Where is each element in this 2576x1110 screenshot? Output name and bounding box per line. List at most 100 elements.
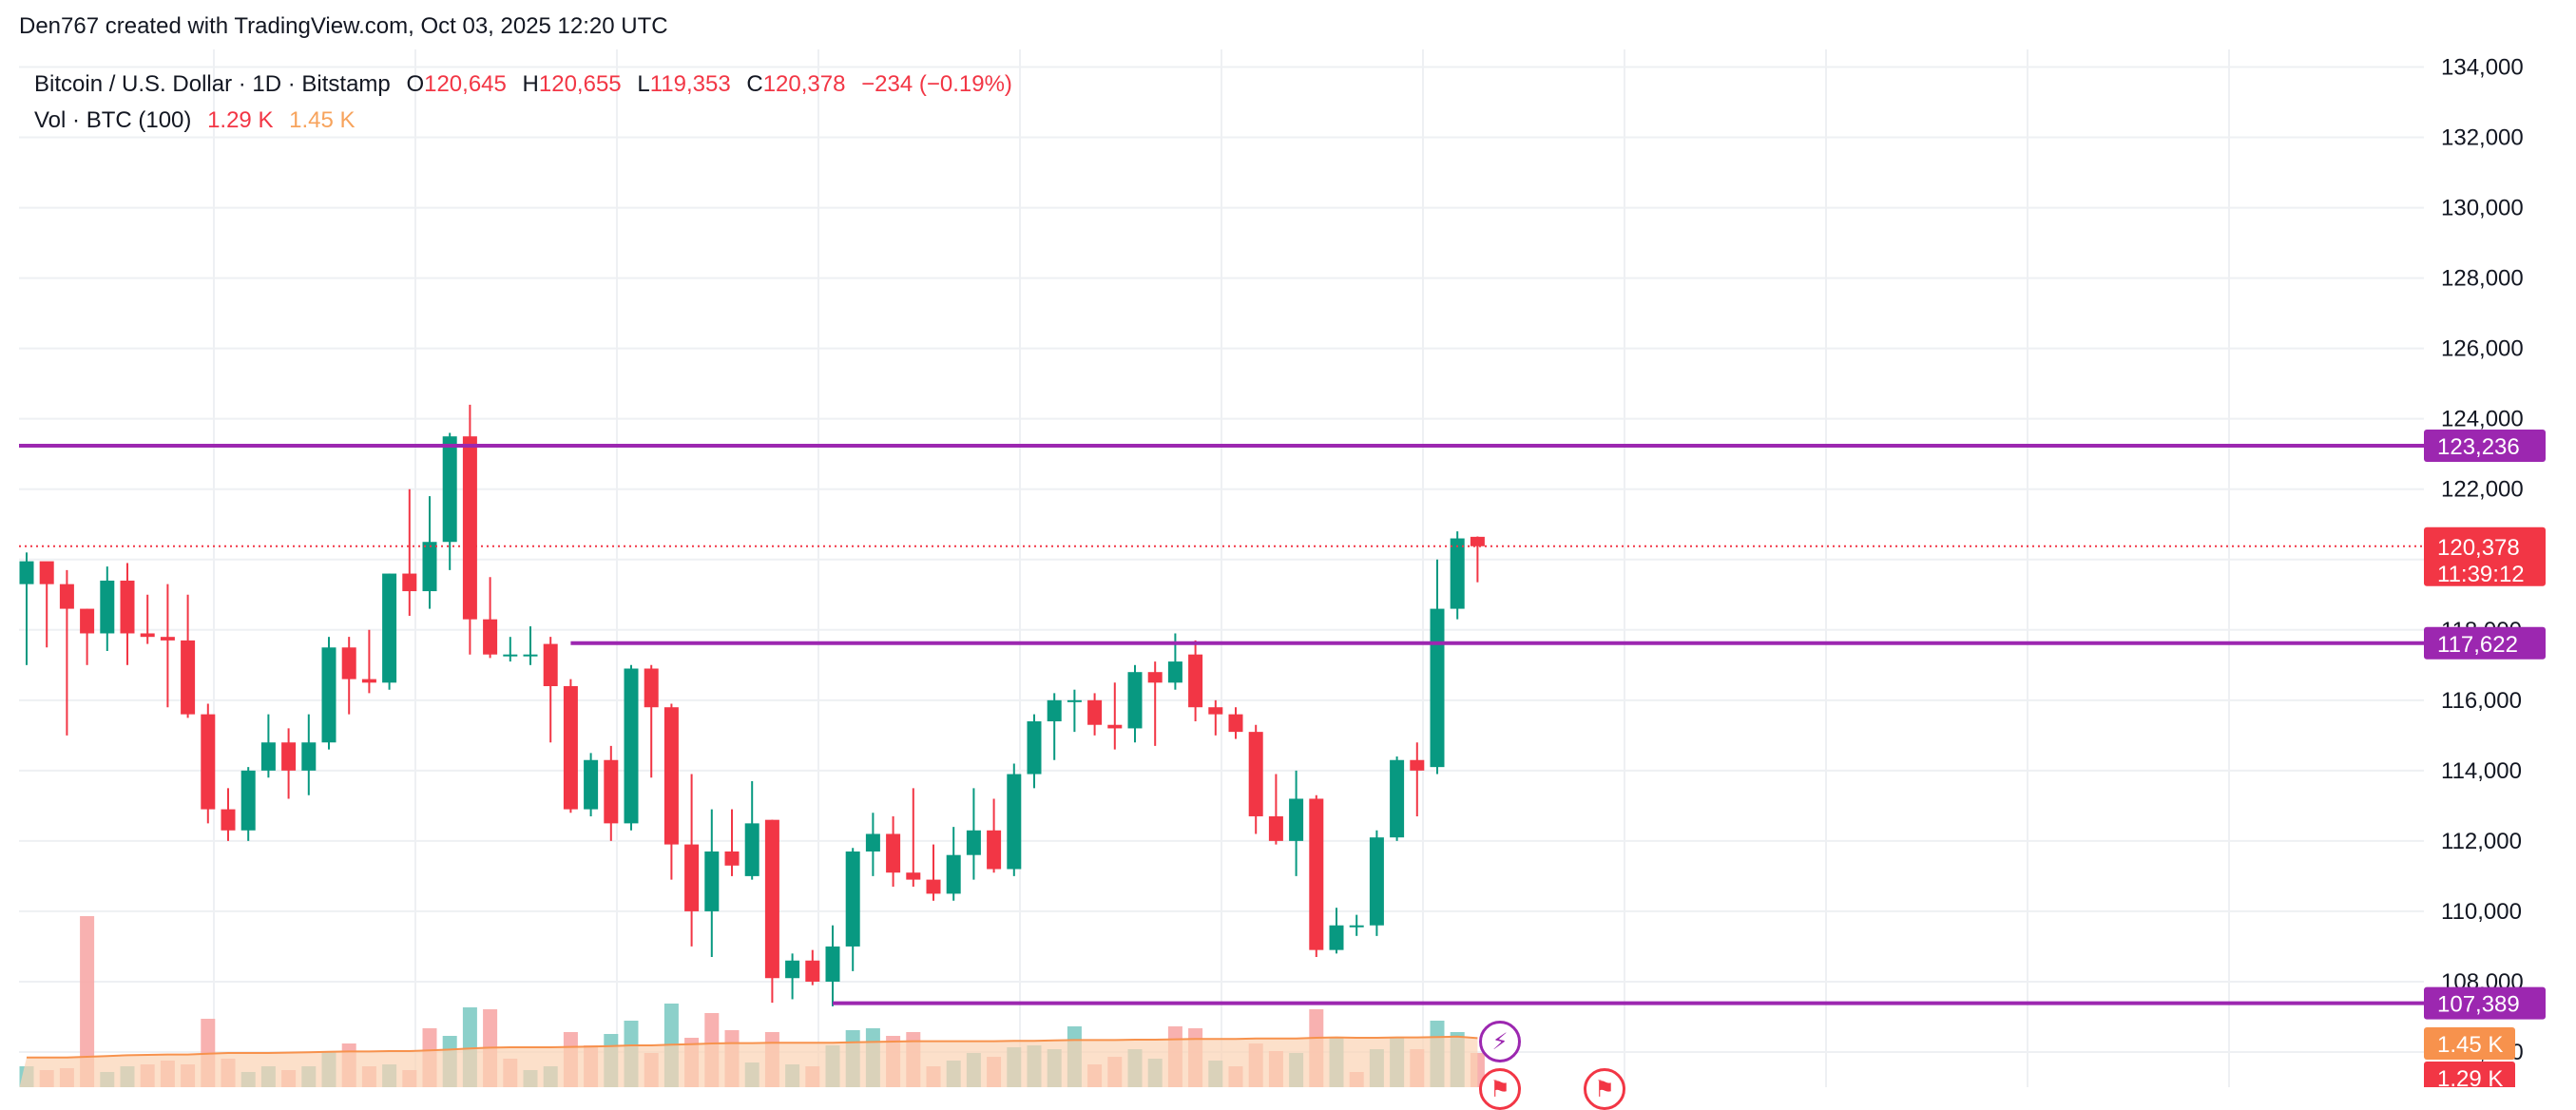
candle-body bbox=[764, 819, 779, 979]
candle-body bbox=[1228, 714, 1243, 733]
candle-body bbox=[624, 668, 639, 824]
high-label: H bbox=[522, 71, 539, 97]
volume-ma-area bbox=[19, 1036, 1478, 1087]
candle-body bbox=[966, 830, 981, 855]
candle-body bbox=[100, 580, 115, 634]
candle-body bbox=[59, 584, 74, 609]
last-price-tag bbox=[2424, 526, 2546, 586]
grid bbox=[19, 49, 2424, 1087]
volume-value: 1.29 K bbox=[207, 107, 274, 133]
change-value: −234 (−0.19%) bbox=[861, 71, 1012, 97]
candle-body bbox=[1107, 724, 1123, 729]
candle-body bbox=[563, 686, 578, 810]
y-tick-label: 134,000 bbox=[2441, 55, 2524, 81]
y-tick-label: 128,000 bbox=[2441, 266, 2524, 292]
candle-body bbox=[483, 619, 498, 655]
y-tick-label: 112,000 bbox=[2441, 829, 2522, 854]
y-tick-label: 114,000 bbox=[2441, 758, 2522, 784]
candles bbox=[19, 404, 1485, 1006]
candle-body bbox=[1410, 759, 1425, 771]
candle-body bbox=[240, 770, 256, 831]
candle-body bbox=[1390, 759, 1405, 838]
candle-body bbox=[584, 759, 599, 810]
volume-tag bbox=[2424, 1027, 2515, 1060]
y-tick-label: 132,000 bbox=[2441, 125, 2524, 151]
candle-body bbox=[1430, 608, 1445, 768]
candle-body bbox=[704, 851, 720, 911]
volume-ma-line bbox=[27, 1035, 1478, 1059]
level-price-tag bbox=[2424, 626, 2546, 660]
y-tick-label: 130,000 bbox=[2441, 196, 2524, 221]
horizontal-levels[interactable] bbox=[19, 443, 2424, 1005]
candle-body bbox=[1289, 798, 1304, 841]
low-label: L bbox=[637, 71, 650, 97]
volume-tag-label: 1.45 K bbox=[2437, 1032, 2503, 1058]
candle-body bbox=[906, 872, 921, 880]
candle-body bbox=[1147, 672, 1163, 683]
candle-body bbox=[1349, 925, 1364, 928]
flag-icon[interactable]: ⚑ bbox=[1479, 1068, 1521, 1110]
last-price-label: 120,378 bbox=[2437, 535, 2520, 561]
candle-body bbox=[644, 668, 659, 708]
candle-body bbox=[402, 573, 417, 592]
candle-body bbox=[1369, 837, 1384, 926]
flag-icon[interactable]: ⚑ bbox=[1584, 1068, 1625, 1110]
high-value: 120,655 bbox=[538, 71, 622, 97]
countdown-label: 11:39:12 bbox=[2437, 562, 2525, 587]
candle-body bbox=[1470, 536, 1485, 546]
candle-body bbox=[361, 679, 376, 683]
candle-body bbox=[825, 946, 840, 982]
candle-body bbox=[663, 707, 679, 845]
candlestick-chart[interactable]: 106,000108,000110,000112,000114,000116,0… bbox=[0, 0, 2576, 1087]
volume-tag-label: 1.29 K bbox=[2437, 1066, 2503, 1087]
candle-body bbox=[442, 436, 457, 543]
candle-body bbox=[1167, 661, 1182, 683]
candle-body bbox=[19, 561, 34, 584]
candle-body bbox=[301, 742, 317, 771]
volume-bar bbox=[80, 916, 95, 1087]
level-price-tag bbox=[2424, 986, 2546, 1020]
candle-body bbox=[1127, 672, 1143, 729]
candle-body bbox=[1208, 707, 1223, 715]
volume-title[interactable]: Vol · BTC (100) bbox=[34, 107, 192, 133]
candle-body bbox=[1067, 699, 1082, 702]
level-price-label: 123,236 bbox=[2437, 434, 2520, 460]
candle-body bbox=[321, 647, 336, 743]
candle-body bbox=[39, 561, 54, 584]
candle-body bbox=[181, 640, 196, 715]
candle-body bbox=[382, 573, 397, 683]
candle-body bbox=[80, 608, 95, 634]
candle-body bbox=[744, 823, 759, 876]
candle-body bbox=[543, 643, 558, 687]
candle-body bbox=[120, 580, 135, 634]
candle-body bbox=[1268, 815, 1283, 841]
volume-bars bbox=[19, 916, 1485, 1087]
candle-body bbox=[926, 879, 941, 894]
close-value: 120,378 bbox=[762, 71, 846, 97]
candle-body bbox=[201, 714, 216, 810]
candle-body bbox=[260, 742, 276, 771]
level-price-label: 117,622 bbox=[2437, 632, 2518, 658]
candle-body bbox=[1027, 721, 1042, 775]
candle-body bbox=[987, 830, 1002, 870]
candle-body bbox=[785, 960, 800, 979]
open-label: O bbox=[406, 71, 425, 97]
volume-ma-value: 1.45 K bbox=[289, 107, 356, 133]
candle-body bbox=[1188, 654, 1203, 708]
symbol-title[interactable]: Bitcoin / U.S. Dollar · 1D · Bitstamp bbox=[34, 71, 391, 97]
symbol-legend: Bitcoin / U.S. Dollar · 1D · Bitstamp O 1… bbox=[34, 67, 1012, 139]
candle-body bbox=[160, 637, 175, 641]
candle-body bbox=[845, 851, 860, 947]
lightning-icon[interactable]: ⚡ bbox=[1479, 1021, 1521, 1062]
candle-body bbox=[523, 654, 538, 657]
candle-body bbox=[503, 654, 518, 657]
ohlc-row: Bitcoin / U.S. Dollar · 1D · Bitstamp O 1… bbox=[34, 67, 1012, 103]
low-value: 119,353 bbox=[649, 71, 731, 97]
candle-body bbox=[221, 809, 236, 831]
candle-body bbox=[1309, 798, 1324, 950]
y-tick-label: 116,000 bbox=[2441, 688, 2522, 714]
candle-body bbox=[1047, 699, 1062, 722]
y-tick-label: 110,000 bbox=[2441, 899, 2522, 925]
candle-body bbox=[865, 833, 880, 852]
